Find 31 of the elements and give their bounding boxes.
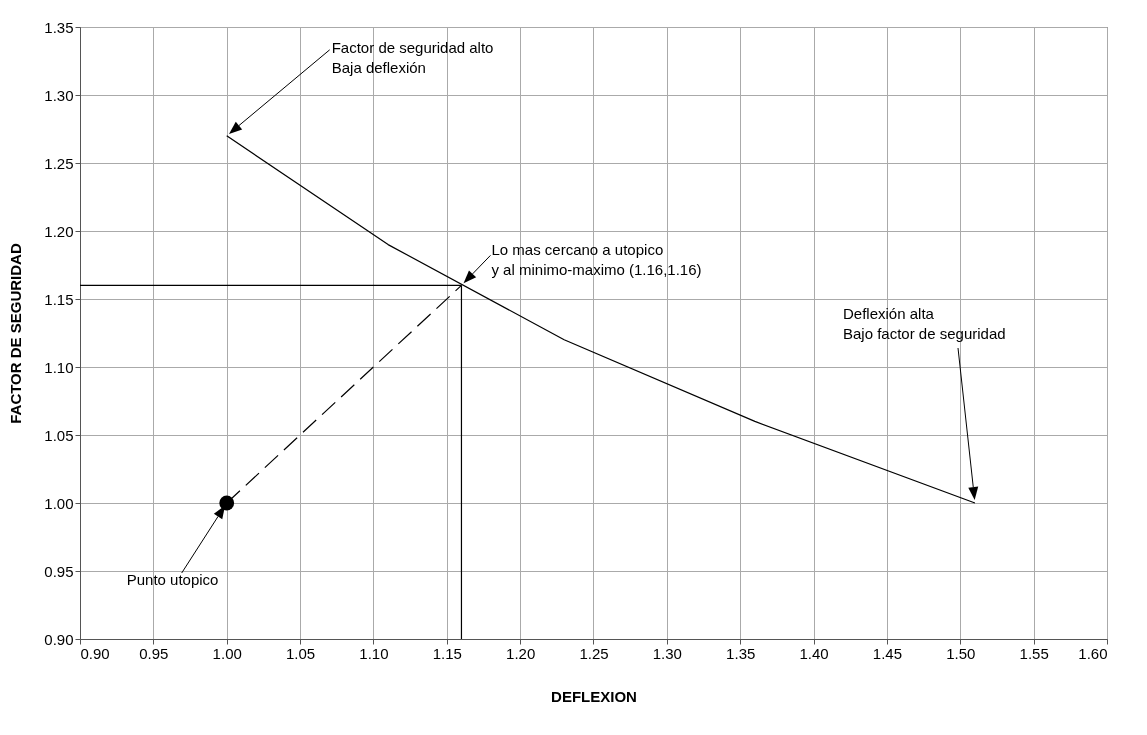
annotation: Lo mas cercano a utopico y al minimo-maximo (1.16,1.16) xyxy=(491,241,702,279)
y-tick-label: 1.05 xyxy=(44,426,74,444)
x-tick-label: 1.05 xyxy=(285,644,316,662)
y-tick-label: 1.20 xyxy=(44,222,74,240)
y-tick-label: 1.30 xyxy=(44,86,74,104)
x-axis-title: DEFLEXION xyxy=(551,687,637,705)
x-tick-label: 0.90 xyxy=(80,644,110,662)
x-tick-label: 1.15 xyxy=(432,644,462,662)
annotation: Deflexión alta Bajo factor de seguridad xyxy=(843,305,1006,342)
x-tick-label: 0.95 xyxy=(139,644,169,662)
x-tick-label: 1.30 xyxy=(652,644,682,662)
x-tick-label: 1.00 xyxy=(212,644,242,662)
y-tick-label: 1.00 xyxy=(44,494,74,512)
annotation: Factor de seguridad alto Baja deflexión xyxy=(331,38,494,76)
x-tick-label: 1.55 xyxy=(1019,644,1049,662)
y-tick-label: 1.35 xyxy=(44,18,74,36)
x-tick-label: 1.20 xyxy=(506,644,536,662)
y-tick-label: 1.10 xyxy=(44,358,74,376)
y-tick-label: 1.25 xyxy=(44,154,74,172)
x-tick-label: 1.40 xyxy=(799,644,829,662)
y-tick-label: 0.90 xyxy=(44,630,74,648)
x-tick-label: 1.50 xyxy=(946,644,976,662)
x-tick-label: 1.45 xyxy=(872,644,903,662)
x-tick-label: 1.60 xyxy=(1078,644,1108,662)
x-tick-label: 1.35 xyxy=(726,644,756,662)
x-tick-label: 1.25 xyxy=(579,644,609,662)
y-tick-label: 1.15 xyxy=(44,290,74,308)
y-tick-label: 0.95 xyxy=(44,562,74,580)
annotation: Punto utopico xyxy=(126,571,219,588)
x-tick-label: 1.10 xyxy=(359,644,389,662)
y-axis-title: FACTOR DE SEGURIDAD xyxy=(7,243,25,424)
